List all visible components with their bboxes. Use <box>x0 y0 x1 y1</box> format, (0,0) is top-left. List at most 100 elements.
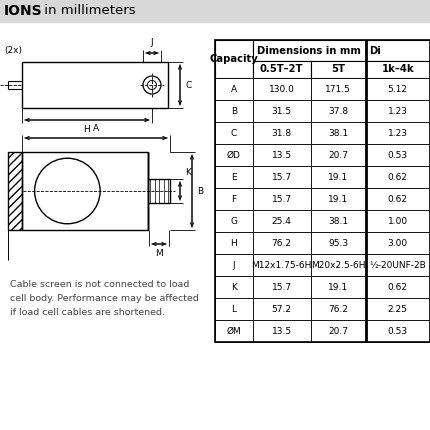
Bar <box>215 254 253 276</box>
Bar <box>253 188 310 210</box>
Text: 2.25: 2.25 <box>388 304 408 313</box>
Text: M: M <box>155 249 163 258</box>
Bar <box>22 62 168 108</box>
Bar <box>310 78 366 100</box>
Text: IONS: IONS <box>4 4 43 18</box>
Text: C: C <box>186 80 192 89</box>
Bar <box>215 166 253 188</box>
Text: H: H <box>230 239 237 248</box>
Text: 0.53: 0.53 <box>388 150 408 160</box>
Text: C: C <box>230 129 237 138</box>
Text: K: K <box>185 168 191 177</box>
Bar <box>215 276 253 298</box>
Bar <box>0 0 430 22</box>
Bar <box>310 320 366 342</box>
Text: 25.4: 25.4 <box>272 216 292 225</box>
Bar <box>253 100 310 122</box>
Bar <box>310 100 366 122</box>
Bar <box>366 298 430 320</box>
Text: 5.12: 5.12 <box>388 85 408 93</box>
Bar <box>253 122 310 144</box>
Text: 95.3: 95.3 <box>328 239 348 248</box>
Bar <box>22 152 148 230</box>
Bar <box>310 188 366 210</box>
Bar <box>366 122 430 144</box>
Text: 76.2: 76.2 <box>272 239 292 248</box>
Bar <box>310 276 366 298</box>
Text: J: J <box>150 38 154 47</box>
Bar <box>215 40 430 342</box>
Bar <box>253 144 310 166</box>
Bar <box>215 210 253 232</box>
Text: B: B <box>231 107 237 116</box>
Bar <box>253 78 310 100</box>
Bar <box>310 210 366 232</box>
Text: 57.2: 57.2 <box>272 304 292 313</box>
Bar <box>253 254 310 276</box>
Text: ØM: ØM <box>227 326 241 335</box>
Bar <box>215 188 253 210</box>
Bar <box>253 166 310 188</box>
Bar <box>366 144 430 166</box>
Bar <box>366 210 430 232</box>
Text: 1k–4k: 1k–4k <box>381 64 414 74</box>
Text: Dimensions in mm: Dimensions in mm <box>257 46 361 55</box>
Text: 130.0: 130.0 <box>269 85 295 93</box>
Text: 19.1: 19.1 <box>328 283 348 292</box>
Text: A: A <box>231 85 237 93</box>
Text: ØD: ØD <box>227 150 241 160</box>
Text: 0.5T–2T: 0.5T–2T <box>260 64 304 74</box>
Text: 31.5: 31.5 <box>272 107 292 116</box>
Text: in millimeters: in millimeters <box>40 4 135 18</box>
Bar <box>310 298 366 320</box>
Text: 0.62: 0.62 <box>388 194 408 203</box>
Bar <box>253 232 310 254</box>
Text: G: G <box>230 216 237 225</box>
Text: 38.1: 38.1 <box>328 129 348 138</box>
Bar <box>366 188 430 210</box>
Text: 5T: 5T <box>331 64 345 74</box>
Text: K: K <box>231 283 237 292</box>
Text: H: H <box>83 125 90 134</box>
Text: E: E <box>231 172 237 181</box>
Bar <box>366 40 430 61</box>
Bar <box>310 122 366 144</box>
Bar <box>310 166 366 188</box>
Bar <box>215 122 253 144</box>
Text: 13.5: 13.5 <box>272 326 292 335</box>
Bar <box>366 61 430 78</box>
Bar <box>366 320 430 342</box>
Text: 3.00: 3.00 <box>388 239 408 248</box>
Text: 19.1: 19.1 <box>328 194 348 203</box>
Text: 0.62: 0.62 <box>388 172 408 181</box>
Text: 0.62: 0.62 <box>388 283 408 292</box>
Text: ½-20UNF-2B: ½-20UNF-2B <box>369 261 426 270</box>
Text: Capacity: Capacity <box>209 54 258 64</box>
Bar <box>310 144 366 166</box>
Bar <box>148 179 170 203</box>
Text: M12x1.75-6H: M12x1.75-6H <box>252 261 312 270</box>
Text: 1.00: 1.00 <box>388 216 408 225</box>
Text: 76.2: 76.2 <box>328 304 348 313</box>
Text: Cable screen is not connected to load
cell body. Performance may be affected
if : Cable screen is not connected to load ce… <box>10 280 199 317</box>
Bar <box>215 40 253 78</box>
Bar <box>310 61 366 78</box>
Text: M20x2.5-6H: M20x2.5-6H <box>311 261 366 270</box>
Text: 1.23: 1.23 <box>388 107 408 116</box>
Text: 15.7: 15.7 <box>272 283 292 292</box>
Bar <box>215 78 253 100</box>
Text: 20.7: 20.7 <box>328 326 348 335</box>
Text: 19.1: 19.1 <box>328 172 348 181</box>
Bar <box>366 276 430 298</box>
Bar <box>366 254 430 276</box>
Bar <box>366 78 430 100</box>
Bar <box>253 210 310 232</box>
Text: 0.53: 0.53 <box>388 326 408 335</box>
Bar <box>310 254 366 276</box>
Text: F: F <box>231 194 236 203</box>
Text: 13.5: 13.5 <box>272 150 292 160</box>
Text: 1.23: 1.23 <box>388 129 408 138</box>
Bar <box>253 276 310 298</box>
Bar <box>366 166 430 188</box>
Bar <box>253 298 310 320</box>
